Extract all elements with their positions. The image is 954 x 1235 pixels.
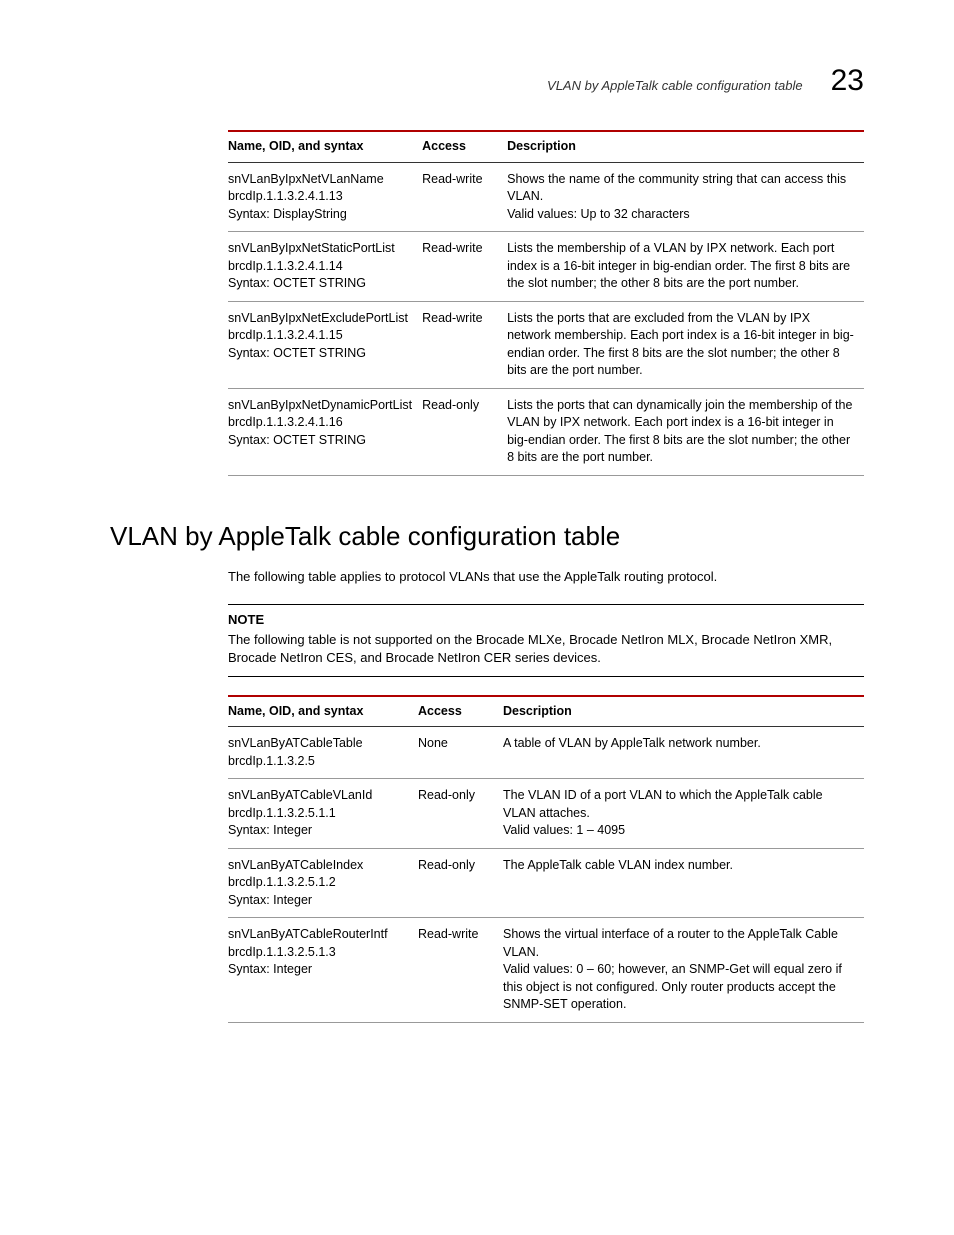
table-header-row: Name, OID, and syntax Access Description xyxy=(228,131,864,162)
cell-access: Read-write xyxy=(422,232,507,302)
name-line: Syntax: Integer xyxy=(228,892,408,910)
intro-paragraph: The following table applies to protocol … xyxy=(228,568,864,586)
note-heading: NOTE xyxy=(228,611,864,629)
cell-description: Shows the virtual interface of a router … xyxy=(503,918,864,1023)
cell-access: Read-only xyxy=(422,388,507,475)
table-row: snVLanByIpxNetDynamicPortListbrcdIp.1.1.… xyxy=(228,388,864,475)
name-line: Syntax: OCTET STRING xyxy=(228,275,412,293)
note-body: The following table is not supported on … xyxy=(228,631,864,667)
table-row: snVLanByIpxNetVLanNamebrcdIp.1.1.3.2.4.1… xyxy=(228,162,864,232)
name-line: brcdIp.1.1.3.2.4.1.16 xyxy=(228,414,412,432)
name-line: Syntax: DisplayString xyxy=(228,206,412,224)
cell-description: The VLAN ID of a port VLAN to which the … xyxy=(503,779,864,849)
cell-access: None xyxy=(418,727,503,779)
cell-name: snVLanByATCableIndexbrcdIp.1.1.3.2.5.1.2… xyxy=(228,848,418,918)
cell-access: Read-only xyxy=(418,848,503,918)
table-row: snVLanByIpxNetExcludePortListbrcdIp.1.1.… xyxy=(228,301,864,388)
section-heading: VLAN by AppleTalk cable configuration ta… xyxy=(110,518,864,554)
name-line: snVLanByATCableIndex xyxy=(228,857,408,875)
cell-name: snVLanByIpxNetExcludePortListbrcdIp.1.1.… xyxy=(228,301,422,388)
name-line: Syntax: OCTET STRING xyxy=(228,345,412,363)
name-line: Syntax: OCTET STRING xyxy=(228,432,412,450)
name-line: brcdIp.1.1.3.2.4.1.14 xyxy=(228,258,412,276)
col-header-access: Access xyxy=(418,696,503,727)
table-header-row: Name, OID, and syntax Access Description xyxy=(228,696,864,727)
cell-description: Lists the membership of a VLAN by IPX ne… xyxy=(507,232,864,302)
cell-name: snVLanByIpxNetStaticPortListbrcdIp.1.1.3… xyxy=(228,232,422,302)
cell-description: Lists the ports that can dynamically joi… xyxy=(507,388,864,475)
table-row: snVLanByIpxNetStaticPortListbrcdIp.1.1.3… xyxy=(228,232,864,302)
cell-name: snVLanByATCableVLanIdbrcdIp.1.1.3.2.5.1.… xyxy=(228,779,418,849)
note-block: NOTE The following table is not supporte… xyxy=(228,604,864,677)
table-row: snVLanByATCableRouterIntfbrcdIp.1.1.3.2.… xyxy=(228,918,864,1023)
col-header-desc: Description xyxy=(507,131,864,162)
name-line: brcdIp.1.1.3.2.4.1.13 xyxy=(228,188,412,206)
col-header-name: Name, OID, and syntax xyxy=(228,696,418,727)
name-line: snVLanByIpxNetStaticPortList xyxy=(228,240,412,258)
table-row: snVLanByATCableIndexbrcdIp.1.1.3.2.5.1.2… xyxy=(228,848,864,918)
name-line: snVLanByIpxNetVLanName xyxy=(228,171,412,189)
cell-access: Read-write xyxy=(418,918,503,1023)
cell-description: Shows the name of the community string t… xyxy=(507,162,864,232)
cell-description: A table of VLAN by AppleTalk network num… xyxy=(503,727,864,779)
name-line: Syntax: Integer xyxy=(228,961,408,979)
ipx-table: Name, OID, and syntax Access Description… xyxy=(228,130,864,476)
cell-access: Read-only xyxy=(418,779,503,849)
table2-container: Name, OID, and syntax Access Description… xyxy=(228,695,864,1023)
name-line: brcdIp.1.1.3.2.5 xyxy=(228,753,408,771)
name-line: snVLanByIpxNetExcludePortList xyxy=(228,310,412,328)
name-line: snVLanByATCableRouterIntf xyxy=(228,926,408,944)
running-header: VLAN by AppleTalk cable configuration ta… xyxy=(110,60,864,102)
name-line: snVLanByATCableTable xyxy=(228,735,408,753)
cell-description: The AppleTalk cable VLAN index number. xyxy=(503,848,864,918)
cell-description: Lists the ports that are excluded from t… xyxy=(507,301,864,388)
header-title: VLAN by AppleTalk cable configuration ta… xyxy=(547,77,803,95)
name-line: brcdIp.1.1.3.2.5.1.1 xyxy=(228,805,408,823)
col-header-access: Access xyxy=(422,131,507,162)
name-line: brcdIp.1.1.3.2.4.1.15 xyxy=(228,327,412,345)
cell-name: snVLanByIpxNetVLanNamebrcdIp.1.1.3.2.4.1… xyxy=(228,162,422,232)
cell-name: snVLanByATCableTablebrcdIp.1.1.3.2.5 xyxy=(228,727,418,779)
cell-access: Read-write xyxy=(422,301,507,388)
name-line: Syntax: Integer xyxy=(228,822,408,840)
table-row: snVLanByATCableTablebrcdIp.1.1.3.2.5None… xyxy=(228,727,864,779)
name-line: snVLanByATCableVLanId xyxy=(228,787,408,805)
name-line: brcdIp.1.1.3.2.5.1.2 xyxy=(228,874,408,892)
table1-container: Name, OID, and syntax Access Description… xyxy=(228,130,864,476)
col-header-name: Name, OID, and syntax xyxy=(228,131,422,162)
cell-name: snVLanByATCableRouterIntfbrcdIp.1.1.3.2.… xyxy=(228,918,418,1023)
name-line: snVLanByIpxNetDynamicPortList xyxy=(228,397,412,415)
chapter-number: 23 xyxy=(831,60,864,102)
name-line: brcdIp.1.1.3.2.5.1.3 xyxy=(228,944,408,962)
col-header-desc: Description xyxy=(503,696,864,727)
cell-name: snVLanByIpxNetDynamicPortListbrcdIp.1.1.… xyxy=(228,388,422,475)
cell-access: Read-write xyxy=(422,162,507,232)
table-row: snVLanByATCableVLanIdbrcdIp.1.1.3.2.5.1.… xyxy=(228,779,864,849)
appletalk-table: Name, OID, and syntax Access Description… xyxy=(228,695,864,1023)
